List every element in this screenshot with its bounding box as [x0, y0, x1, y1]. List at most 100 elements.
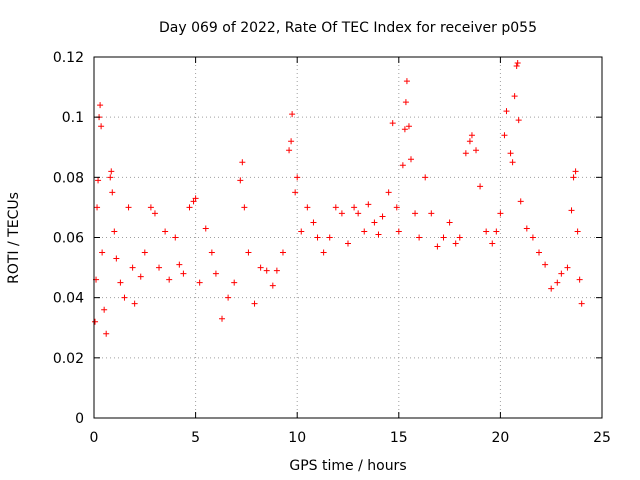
data-point: [514, 60, 521, 67]
x-tick-label: 20: [491, 430, 509, 446]
data-point: [493, 228, 500, 235]
data-point: [202, 225, 209, 232]
data-point: [405, 123, 412, 130]
data-point: [239, 159, 246, 166]
data-point: [121, 294, 128, 301]
data-point: [548, 285, 555, 292]
y-tick-label: 0.08: [53, 170, 84, 186]
data-point: [212, 270, 219, 277]
x-tick-label: 0: [90, 430, 99, 446]
data-point: [536, 249, 543, 256]
data-point: [101, 306, 108, 313]
x-tick-label: 5: [191, 430, 200, 446]
data-point: [294, 174, 301, 181]
data-point: [361, 228, 368, 235]
y-tick-label: 0.1: [62, 110, 84, 126]
data-point: [162, 228, 169, 235]
data-point: [137, 273, 144, 280]
data-point: [529, 234, 536, 241]
data-point: [468, 132, 475, 139]
data-point: [462, 150, 469, 157]
data-point: [517, 198, 524, 205]
data-point: [523, 225, 530, 232]
data-point: [269, 282, 276, 289]
data-point: [399, 162, 406, 169]
data-point: [166, 276, 173, 283]
data-point: [314, 234, 321, 241]
data-point: [403, 78, 410, 85]
data-point: [109, 189, 116, 196]
data-point: [416, 234, 423, 241]
data-point: [489, 240, 496, 247]
data-point: [225, 294, 232, 301]
data-point: [111, 228, 118, 235]
data-point: [279, 249, 286, 256]
data-point: [190, 198, 197, 205]
data-point: [558, 270, 565, 277]
data-point: [289, 111, 296, 118]
data-point: [385, 189, 392, 196]
data-point: [237, 177, 244, 184]
data-point: [97, 102, 104, 109]
data-point: [507, 150, 514, 157]
data-point: [129, 264, 136, 271]
data-point: [389, 120, 396, 127]
data-point: [466, 138, 473, 145]
data-point: [95, 177, 102, 184]
x-tick-label: 15: [390, 430, 408, 446]
data-point: [434, 243, 441, 250]
data-point: [292, 189, 299, 196]
data-point: [371, 219, 378, 226]
data-point: [196, 279, 203, 286]
data-point: [401, 126, 408, 133]
data-point: [113, 255, 120, 262]
data-point: [156, 264, 163, 271]
data-point: [304, 204, 311, 211]
data-point: [147, 204, 154, 211]
data-point: [576, 276, 583, 283]
data-point: [407, 156, 414, 163]
x-tick-label: 25: [593, 430, 611, 446]
data-point: [568, 207, 575, 214]
data-point: [355, 210, 362, 217]
y-axis-label: ROTI / TECUs: [6, 192, 22, 284]
data-point: [422, 174, 429, 181]
data-point: [141, 249, 148, 256]
data-point: [257, 264, 264, 271]
data-point: [273, 267, 280, 274]
data-point: [192, 195, 199, 202]
x-axis-label: GPS time / hours: [289, 458, 406, 474]
data-point: [180, 270, 187, 277]
data-point: [446, 219, 453, 226]
data-point: [326, 234, 333, 241]
data-point: [99, 249, 106, 256]
data-point: [151, 210, 158, 217]
data-point: [511, 93, 518, 100]
data-point: [241, 204, 248, 211]
data-point: [542, 261, 549, 268]
data-point: [288, 138, 295, 145]
data-point: [440, 234, 447, 241]
data-point: [125, 204, 132, 211]
y-tick-label: 0.12: [53, 50, 84, 66]
data-point: [231, 279, 238, 286]
data-point: [208, 249, 215, 256]
data-points: [92, 60, 585, 337]
y-tick-label: 0: [75, 411, 84, 427]
data-point: [456, 234, 463, 241]
data-point: [503, 108, 510, 115]
grid-lines: [94, 57, 602, 418]
data-point: [131, 300, 138, 307]
data-point: [554, 279, 561, 286]
data-point: [564, 264, 571, 271]
data-point: [94, 204, 101, 211]
y-tick-label: 0.02: [53, 351, 84, 367]
data-point: [515, 117, 522, 124]
data-point: [251, 300, 258, 307]
data-point: [509, 159, 516, 166]
data-point: [428, 210, 435, 217]
data-point: [578, 300, 585, 307]
data-point: [298, 228, 305, 235]
data-point: [186, 204, 193, 211]
